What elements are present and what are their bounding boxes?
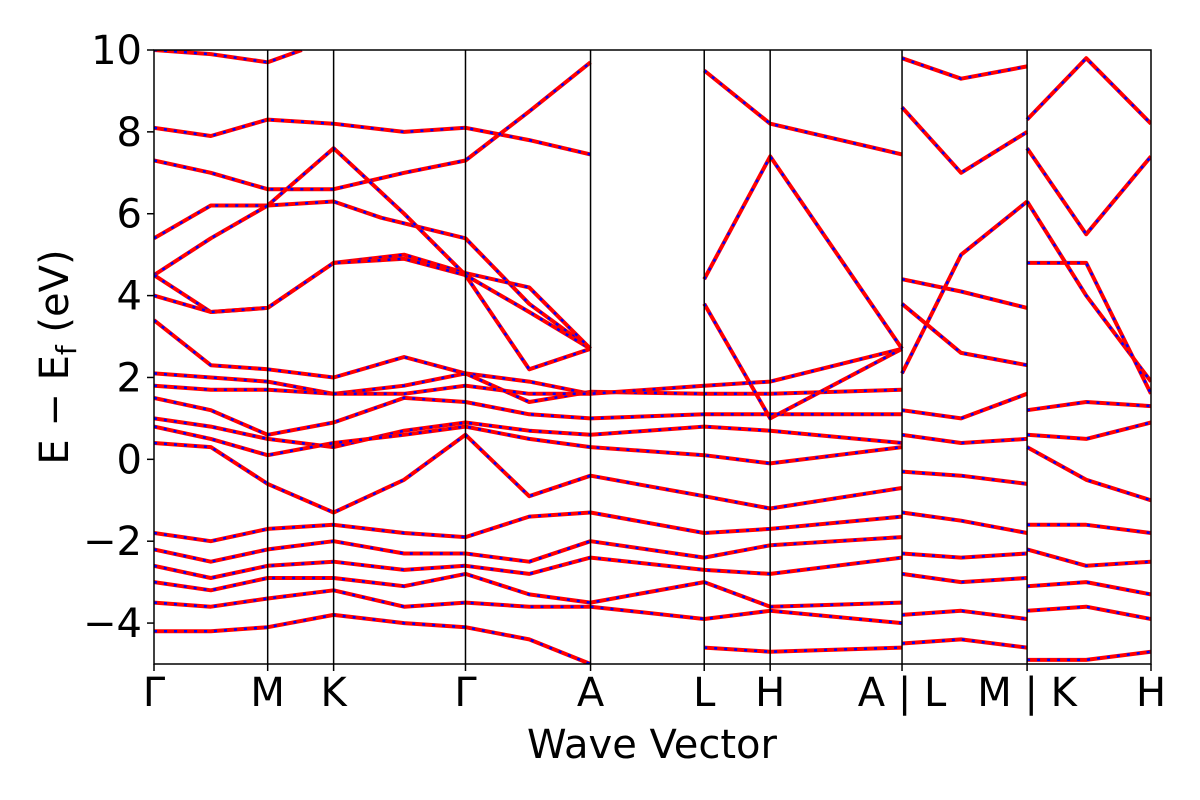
band-line-red-9	[154, 346, 903, 396]
band-line-blue-0	[154, 50, 303, 64]
band-line-red-34	[901, 637, 1028, 650]
band-line-blue-17	[154, 572, 903, 608]
band-line-blue-12	[154, 425, 903, 465]
band-line-red-45	[1026, 547, 1151, 568]
y-tick-label: 10	[91, 28, 142, 74]
band-line-red-47	[1026, 604, 1151, 621]
band-line-red-43	[1026, 445, 1151, 503]
band-line-red-28	[901, 432, 1028, 445]
band-line-red-31	[901, 551, 1028, 560]
band-line-red-46	[1026, 580, 1151, 597]
band-line-red-29	[901, 469, 1028, 486]
x-tick-label: H	[755, 670, 785, 716]
band-line-red-21	[702, 154, 904, 350]
band-line-blue-21	[703, 153, 904, 350]
y-tick-label: 2	[117, 355, 142, 401]
band-line-blue-48	[1027, 650, 1151, 662]
y-axis-title: E − Ef (eV)	[32, 249, 83, 464]
band-line-blue-2	[154, 61, 592, 191]
band-line-red-6	[154, 256, 592, 372]
band-line-blue-43	[1026, 446, 1151, 502]
band-line-red-33	[901, 608, 1028, 621]
band-line-red-3	[154, 199, 592, 351]
x-axis-title: Wave Vector	[527, 722, 778, 768]
band-line-red-40	[1025, 56, 1151, 126]
x-tick-label: K	[321, 670, 349, 716]
band-line-red-17	[154, 571, 903, 609]
band-line-red-26	[900, 199, 1029, 375]
band-line-red-35	[901, 56, 1028, 81]
band-line-blue-9	[154, 347, 903, 396]
band-line-red-4	[154, 146, 592, 351]
y-tick-label: 4	[117, 274, 142, 320]
band-line-red-37	[1025, 147, 1151, 237]
band-line-blue-36	[901, 106, 1028, 175]
band-line-blue-37	[1026, 147, 1151, 237]
band-line-blue-8	[154, 372, 903, 404]
band-line-red-32	[901, 571, 1028, 585]
band-line-red-7	[154, 318, 591, 396]
bands-layer	[154, 50, 1151, 664]
y-tick-label: −4	[83, 601, 142, 647]
y-tick-label: 8	[117, 110, 142, 156]
band-line-red-27	[901, 391, 1028, 421]
band-line-blue-1	[154, 118, 591, 156]
band-line-blue-15	[154, 535, 903, 563]
x-tick-label: A | L	[858, 670, 947, 716]
x-tick-label: A	[577, 670, 605, 716]
x-tick-label: Γ	[454, 670, 477, 716]
x-tick-label: M | K	[977, 670, 1078, 716]
y-axis-title-unit: (eV)	[32, 249, 78, 345]
band-line-red-14	[154, 510, 903, 544]
band-line-red-1	[154, 117, 591, 157]
band-line-blue-23	[703, 69, 903, 156]
band-line-red-19	[154, 612, 592, 664]
band-line-blue-39	[1027, 261, 1151, 395]
band-line-blue-20	[704, 646, 903, 653]
band-line-blue-6	[154, 257, 591, 371]
x-tick-label: H	[1136, 670, 1166, 716]
plot-frame	[153, 49, 1152, 665]
band-line-blue-5	[154, 253, 592, 350]
band-line-blue-13	[154, 433, 903, 514]
band-line-red-2	[154, 60, 592, 192]
band-line-blue-40	[1026, 56, 1151, 125]
band-line-blue-35	[901, 57, 1028, 80]
band-line-red-22	[702, 302, 903, 421]
band-line-red-20	[704, 645, 903, 654]
band-line-red-39	[1027, 260, 1151, 395]
band-line-blue-14	[154, 511, 903, 543]
band-line-blue-7	[154, 319, 591, 396]
y-tick-label: 6	[117, 192, 142, 238]
band-line-red-24	[901, 277, 1028, 310]
band-line-red-42	[1026, 420, 1151, 441]
band-line-blue-26	[900, 200, 1028, 374]
x-tick-label: M	[250, 670, 285, 716]
band-line-red-30	[901, 510, 1028, 535]
y-axis: −4 −2 0 2 4 6 8 10	[83, 28, 154, 647]
y-axis-title-subscript: f	[50, 344, 83, 355]
k-point-lines	[266, 50, 1028, 664]
band-line-blue-3	[154, 200, 592, 350]
band-line-blue-45	[1026, 548, 1151, 568]
x-tick-label: Γ	[143, 670, 166, 716]
band-line-blue-25	[901, 302, 1028, 367]
band-line-red-13	[154, 432, 903, 515]
y-tick-label: 0	[117, 437, 142, 483]
band-line-red-23	[702, 68, 903, 157]
y-tick-label: −2	[83, 519, 142, 565]
band-line-blue-24	[901, 277, 1028, 310]
band-line-blue-41	[1026, 400, 1151, 412]
band-line-blue-44	[1027, 523, 1151, 535]
band-line-red-15	[154, 535, 903, 564]
x-tick-label: L	[693, 670, 716, 716]
band-line-red-36	[900, 105, 1029, 175]
